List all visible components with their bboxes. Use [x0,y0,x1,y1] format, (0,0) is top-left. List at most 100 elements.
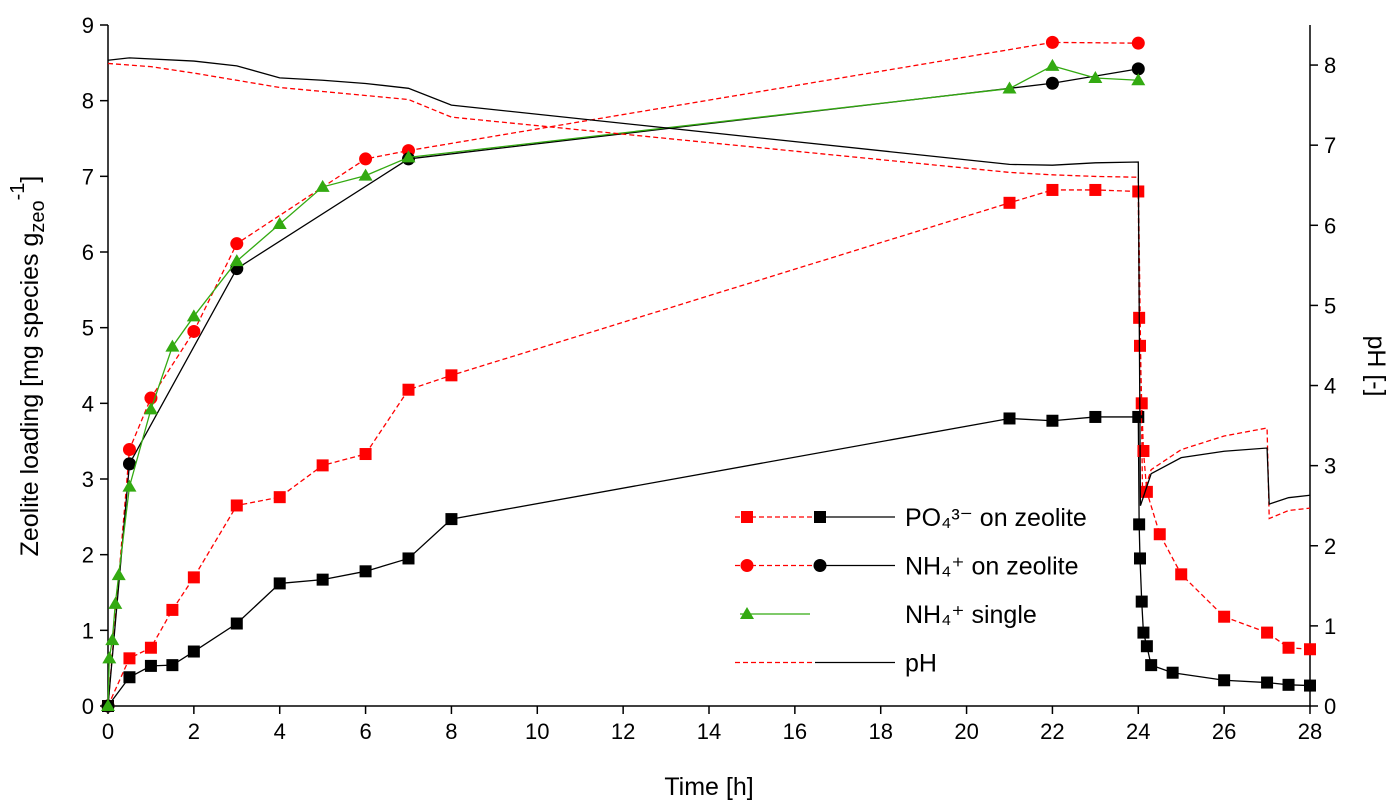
data-point [1088,70,1103,83]
data-point [1137,445,1150,458]
data-point [1282,641,1295,654]
series-line [107,189,1311,707]
data-point [316,459,329,472]
legend-label: NH₄⁺ single [905,601,1037,629]
data-point [402,552,415,565]
data-point [1140,640,1153,653]
x-tick-label: 2 [188,719,200,744]
data-point [166,659,179,672]
data-point [359,152,373,166]
data-point [401,150,416,163]
data-point [1134,552,1147,565]
y-tick-label: 2 [82,543,94,568]
data-point [1261,676,1274,689]
data-point [1046,183,1059,196]
data-point [1089,183,1102,196]
data-point [1145,659,1158,672]
x-axis-label: Time [h] [664,773,753,801]
y2-tick-label: 8 [1324,53,1336,78]
data-point [1261,626,1274,639]
data-point [1218,674,1231,687]
data-point [165,339,180,352]
legend-marker [740,559,754,572]
x-tick-label: 14 [697,719,721,744]
data-point [315,179,330,192]
data-point [144,659,157,672]
data-point [1002,81,1017,94]
data-point [187,324,201,338]
data-point [1132,410,1145,423]
data-point [123,671,136,684]
data-point [1003,412,1016,425]
y2-tick-label: 2 [1324,534,1336,559]
data-point [358,168,373,181]
y2-tick-label: 7 [1324,133,1336,158]
legend-label: PO₄³⁻ on zeolite [905,504,1087,532]
y-label-part: ] [16,176,44,183]
x-tick-label: 18 [868,719,892,744]
data-point [230,499,243,512]
x-tick-label: 24 [1126,719,1150,744]
y2-tick-label: 0 [1324,694,1336,719]
x-tick-label: 8 [445,719,457,744]
x-tick-label: 20 [954,719,978,744]
data-point [122,442,136,456]
data-point [1137,626,1150,639]
data-point [144,641,157,654]
data-point [187,645,200,658]
data-point [1131,73,1146,86]
data-point [108,596,123,609]
data-point [102,651,117,664]
legend-marker [814,511,826,523]
data-point [445,513,458,526]
data-point [1135,595,1148,608]
data-point [1045,76,1059,90]
y-axis-label: Zeolite loading [mg species gzeo-1] [7,176,49,557]
x-tick-label: 12 [611,719,635,744]
data-point [230,617,243,630]
y-label-sup: -1 [7,183,29,201]
data-point [402,383,415,396]
y2-tick-label: 4 [1324,374,1336,399]
y-tick-label: 0 [82,694,94,719]
data-point [1131,62,1145,76]
y-label-sub: zeo [27,200,49,232]
data-point [1131,36,1145,50]
x-tick-label: 28 [1298,719,1322,744]
series-line [107,65,1139,707]
data-point [122,479,137,492]
data-point [1153,528,1166,541]
data-point [111,568,126,581]
data-point [1003,196,1016,209]
y2-tick-label: 1 [1324,614,1336,639]
legend-label: pH [905,650,937,678]
x-tick-label: 0 [102,719,114,744]
x-tick-label: 26 [1212,719,1236,744]
data-point [230,237,244,251]
data-point [273,577,286,590]
y-tick-label: 9 [82,13,94,38]
data-point [122,457,136,471]
y-tick-label: 1 [82,618,94,643]
data-point [166,603,179,616]
x-tick-label: 16 [783,719,807,744]
data-point [359,565,372,578]
series-line [107,57,1311,506]
data-point [1175,568,1188,581]
data-point [1166,666,1179,679]
x-tick-label: 4 [274,719,286,744]
x-tick-label: 6 [359,719,371,744]
data-point [272,217,287,230]
x-tick-label: 10 [525,719,549,744]
series-line [107,68,1139,707]
data-point [229,254,244,267]
data-point [1045,35,1059,49]
series-line [107,416,1311,707]
legend-marker [741,511,753,523]
data-point [273,491,286,504]
data-point [359,448,372,461]
legend-marker [813,559,827,572]
data-point [101,699,115,711]
